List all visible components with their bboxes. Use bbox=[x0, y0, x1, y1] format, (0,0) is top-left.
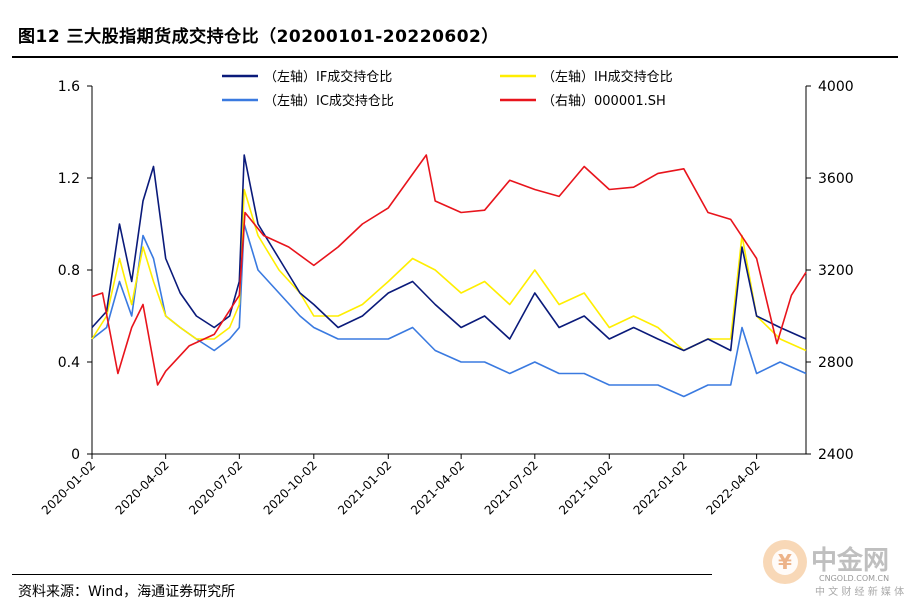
y-left-tick-label: 0.4 bbox=[58, 355, 80, 371]
x-tick-label: 2021-04-02 bbox=[408, 458, 467, 517]
y-left-tick-label: 1.6 bbox=[58, 79, 80, 95]
x-tick-label: 2020-01-02 bbox=[39, 458, 98, 517]
chart-series bbox=[91, 154, 807, 398]
x-tick-label: 2020-04-02 bbox=[113, 458, 172, 517]
y-left-tick-label: 0.8 bbox=[58, 263, 80, 279]
y-right-tick-label: 3200 bbox=[818, 263, 854, 279]
y-right-tick-label: 2800 bbox=[818, 355, 854, 371]
chart-legend: （左轴）IF成交持仓比 （左轴）IC成交持仓比 （左轴）IH成交持仓比 （右轴）000… bbox=[222, 69, 673, 109]
x-tick-label: 2020-07-02 bbox=[186, 458, 245, 517]
series-line-1 bbox=[91, 188, 807, 352]
figure-title: 图12 三大股指期货成交持仓比（20200101-20220602） bbox=[18, 27, 499, 47]
x-tick-label: 2021-01-02 bbox=[335, 458, 394, 517]
y-left-tick-label: 0 bbox=[71, 447, 80, 463]
y-right-tick-label: 4000 bbox=[818, 79, 854, 95]
legend-label: （左轴）IH成交持仓比 bbox=[542, 69, 673, 85]
y-left-tick-label: 1.2 bbox=[58, 171, 80, 187]
watermark-url: CNGOLD.COM.CN bbox=[819, 574, 889, 583]
series-line-3 bbox=[91, 154, 807, 386]
series-line-0 bbox=[91, 154, 807, 352]
watermark-brand: 中金网 bbox=[811, 545, 889, 576]
y-right-tick-label: 3600 bbox=[818, 171, 854, 187]
watermark: ¥ 中金网 CNGOLD.COM.CN 中 文 财 经 新 媒 体 bbox=[757, 535, 907, 605]
series-line-2 bbox=[91, 223, 807, 398]
title-rule bbox=[12, 56, 898, 58]
legend-label: （左轴）IC成交持仓比 bbox=[264, 93, 394, 109]
y-right-tick-label: 2400 bbox=[818, 447, 854, 463]
svg-text:¥: ¥ bbox=[778, 550, 792, 574]
x-tick-label: 2022-04-02 bbox=[704, 458, 763, 517]
x-tick-label: 2022-01-02 bbox=[631, 458, 690, 517]
x-tick-label: 2021-10-02 bbox=[556, 458, 615, 517]
legend-label: （右轴）000001.SH bbox=[542, 94, 666, 109]
cngold-logo-icon: ¥ bbox=[763, 540, 807, 584]
source-rule bbox=[12, 574, 712, 575]
watermark-tagline: 中 文 财 经 新 媒 体 bbox=[815, 585, 904, 598]
legend-label: （左轴）IF成交持仓比 bbox=[264, 69, 392, 85]
source-note: 资料来源：Wind，海通证券研究所 bbox=[18, 584, 236, 600]
x-tick-label: 2021-07-02 bbox=[482, 458, 541, 517]
x-tick-label: 2020-10-02 bbox=[261, 458, 320, 517]
